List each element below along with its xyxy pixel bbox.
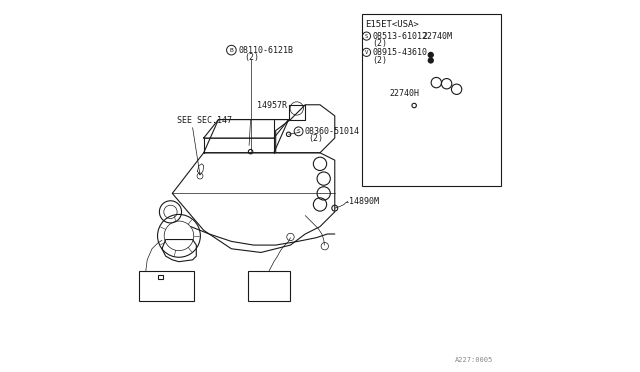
Text: 14890M: 14890M [349,197,379,206]
Bar [248,271,291,301]
Text: E15ET<USA>: E15ET<USA> [365,20,419,29]
Text: SEE SEC.147: SEE SEC.147 [177,116,232,125]
Text: —: — [166,272,175,281]
Text: 22120: 22120 [253,273,280,282]
Circle shape [428,58,433,63]
Text: S: S [365,33,368,39]
Text: 22740M: 22740M [422,32,452,41]
Text: (2): (2) [244,53,259,62]
Bar [362,14,501,186]
Text: 14957R: 14957R [257,101,287,110]
Text: (2): (2) [372,39,387,48]
Circle shape [428,52,433,58]
Text: 08360-51014: 08360-51014 [305,127,360,136]
Text: □: □ [168,273,175,279]
Text: 22630A: 22630A [141,281,173,290]
Text: 08513-61012: 08513-61012 [372,32,427,41]
Text: 08110-6121B: 08110-6121B [238,46,293,55]
Text: V: V [365,50,368,55]
Text: 22630M: 22630M [141,272,173,281]
Text: 22740H: 22740H [389,89,419,98]
Text: S: S [296,129,300,134]
Text: (2): (2) [308,134,323,143]
Text: (2): (2) [372,56,387,65]
Bar [157,275,163,279]
Text: A227:0005: A227:0005 [454,357,493,363]
Text: <CAL>: <CAL> [141,290,168,299]
Text: B: B [229,48,233,52]
Text: (FED): (FED) [253,284,280,293]
Text: 08915-43610: 08915-43610 [372,48,427,57]
Circle shape [163,273,172,282]
Bar [139,271,195,301]
